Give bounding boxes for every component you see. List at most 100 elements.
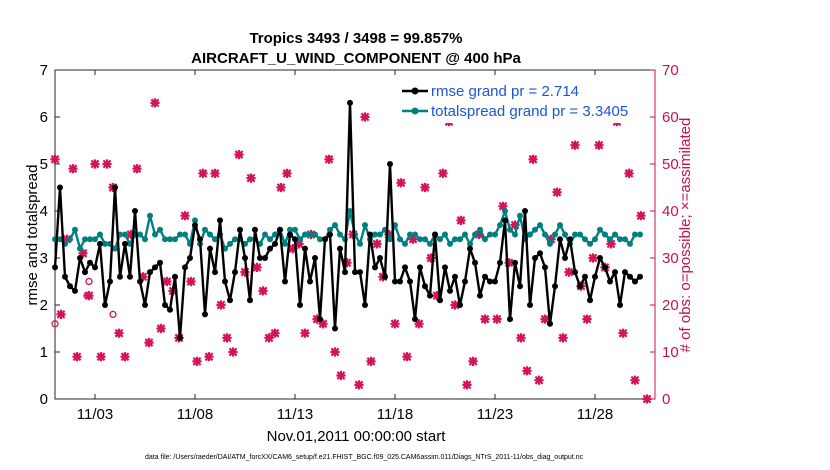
rmse-point: [117, 273, 123, 280]
rmse-point: [147, 269, 153, 276]
obs-assimilated-marker: [240, 267, 250, 277]
obs-assimilated-marker: [570, 140, 580, 150]
rmse-point: [622, 269, 628, 276]
obs-assimilated-marker: [120, 352, 130, 362]
obs-assimilated-marker: [588, 253, 598, 263]
rmse-point: [597, 255, 603, 261]
rmse-point: [302, 245, 308, 252]
rmse-point: [67, 283, 73, 290]
obs-assimilated-marker: [246, 173, 256, 183]
rmse-point: [112, 184, 118, 191]
spread-point: [472, 231, 478, 238]
rmse-point: [347, 99, 353, 106]
rmse-point: [502, 217, 508, 224]
obs-assimilated-marker: [420, 182, 430, 193]
x-tick-label: 11/03: [77, 406, 113, 423]
rmse-point: [637, 273, 643, 280]
spread-point: [547, 240, 553, 247]
spread-point: [372, 231, 378, 238]
rmse-point: [122, 240, 128, 247]
rmse-point: [257, 255, 263, 261]
obs-assimilated-marker: [504, 258, 514, 268]
spread-point: [577, 231, 583, 238]
spread-point: [262, 231, 268, 238]
rmse-point: [392, 278, 398, 285]
spread-point: [297, 236, 303, 243]
spread-point: [482, 236, 488, 243]
rmse-point: [362, 302, 368, 308]
spread-point: [267, 236, 273, 243]
obs-possible-marker: [109, 310, 117, 319]
obs-assimilated-marker: [162, 276, 172, 287]
spread-point: [77, 245, 83, 252]
rmse-point: [582, 273, 588, 280]
spread-point: [402, 240, 408, 247]
y-tick-label-right: 40: [662, 203, 679, 220]
obs-assimilated-marker: [56, 309, 66, 319]
rmse-point: [447, 287, 453, 294]
rmse-point: [497, 259, 503, 266]
obs-assimilated-marker: [210, 168, 220, 178]
y-tick-label-right: 50: [662, 156, 679, 173]
rmse-point: [482, 273, 488, 280]
chart-title: Tropics 3493 / 3498 = 99.857%: [249, 30, 462, 47]
spread-point: [452, 236, 458, 243]
obs-assimilated-marker: [84, 291, 94, 301]
spread-point: [72, 226, 78, 233]
spread-point: [502, 208, 508, 214]
rmse-point: [432, 231, 438, 238]
spread-point: [172, 236, 178, 243]
rmse-point: [367, 231, 373, 238]
rmse-point: [307, 278, 313, 285]
obs-assimilated-marker: [480, 314, 490, 324]
obs-assimilated-marker: [198, 168, 208, 178]
y-tick-label-right: 20: [662, 297, 679, 314]
obs-assimilated-marker: [468, 356, 478, 366]
rmse-point: [247, 297, 253, 304]
spread-point: [462, 231, 468, 238]
rmse-point: [472, 259, 478, 266]
spread-point: [417, 236, 423, 243]
rmse-point: [192, 222, 198, 229]
obs-assimilated-marker: [126, 229, 136, 240]
y-tick-label-left: 6: [40, 109, 48, 126]
spread-point: [492, 231, 498, 238]
y-tick-label-right: 70: [662, 62, 679, 79]
obs-assimilated-marker: [180, 211, 190, 221]
rmse-line: [53, 101, 641, 340]
spread-point: [622, 236, 628, 243]
spread-point: [537, 222, 543, 229]
spread-point: [102, 240, 108, 247]
rmse-point: [407, 278, 413, 285]
obs-assimilated-marker: [204, 352, 214, 362]
rmse-point: [52, 264, 58, 271]
obs-assimilated-marker: [432, 291, 442, 301]
obs-assimilated-marker: [450, 300, 460, 310]
rmse-point: [507, 316, 513, 323]
spread-point: [97, 231, 103, 238]
rmse-point: [252, 226, 258, 233]
spread-point: [597, 226, 603, 233]
rmse-point: [262, 255, 268, 261]
rmse-point: [82, 269, 88, 276]
spread-point: [137, 231, 143, 238]
rmse-point: [527, 302, 533, 308]
spread-point: [612, 231, 618, 238]
obs-assimilated-marker: [216, 300, 226, 310]
rmse-point: [182, 264, 188, 271]
rmse-point: [532, 255, 538, 261]
rmse-point: [57, 184, 63, 191]
x-tick-label: 11/08: [177, 406, 213, 423]
rmse-point: [402, 264, 408, 271]
rmse-point: [492, 278, 498, 285]
spread-point: [192, 217, 198, 224]
rmse-point: [202, 311, 208, 318]
spread-point: [232, 236, 238, 243]
obs-assimilated-marker: [324, 154, 334, 164]
rmse-point: [572, 269, 578, 276]
spread-point: [562, 231, 568, 238]
obs-assimilated-marker: [396, 178, 406, 188]
rmse-point: [162, 302, 168, 308]
obs-assimilated-marker: [564, 267, 574, 277]
